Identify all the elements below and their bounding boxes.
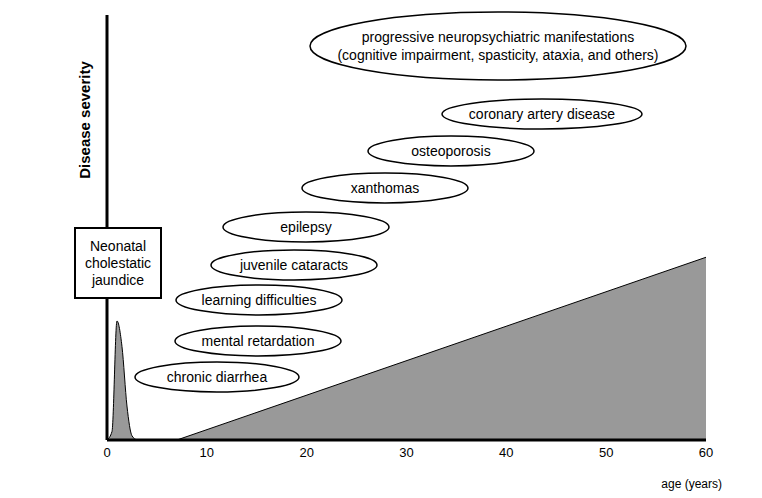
svg-text:coronary artery disease: coronary artery disease (469, 106, 616, 122)
svg-text:juvenile cataracts: juvenile cataracts (239, 257, 348, 273)
svg-text:40: 40 (499, 445, 513, 460)
svg-text:0: 0 (103, 445, 110, 460)
svg-text:jaundice: jaundice (91, 272, 144, 288)
svg-text:learning difficulties: learning difficulties (202, 292, 317, 308)
svg-text:30: 30 (399, 445, 413, 460)
svg-text:60: 60 (699, 445, 713, 460)
svg-text:Neonatal: Neonatal (90, 238, 146, 254)
svg-text:chronic diarrhea: chronic diarrhea (167, 369, 268, 385)
svg-text:(cognitive impairment, spastic: (cognitive impairment, spasticity, ataxi… (337, 47, 658, 63)
svg-text:50: 50 (599, 445, 613, 460)
svg-text:cholestatic: cholestatic (85, 255, 151, 271)
svg-text:osteoporosis: osteoporosis (411, 143, 490, 159)
svg-text:Disease severity: Disease severity (76, 61, 93, 179)
svg-text:progressive neuropsychiatric m: progressive neuropsychiatric manifestati… (362, 29, 634, 45)
svg-text:xanthomas: xanthomas (351, 180, 419, 196)
svg-text:mental retardation: mental retardation (202, 333, 315, 349)
svg-text:20: 20 (299, 445, 313, 460)
svg-text:age (years): age (years) (661, 477, 722, 491)
svg-text:epilepsy: epilepsy (280, 219, 331, 235)
svg-text:10: 10 (200, 445, 214, 460)
